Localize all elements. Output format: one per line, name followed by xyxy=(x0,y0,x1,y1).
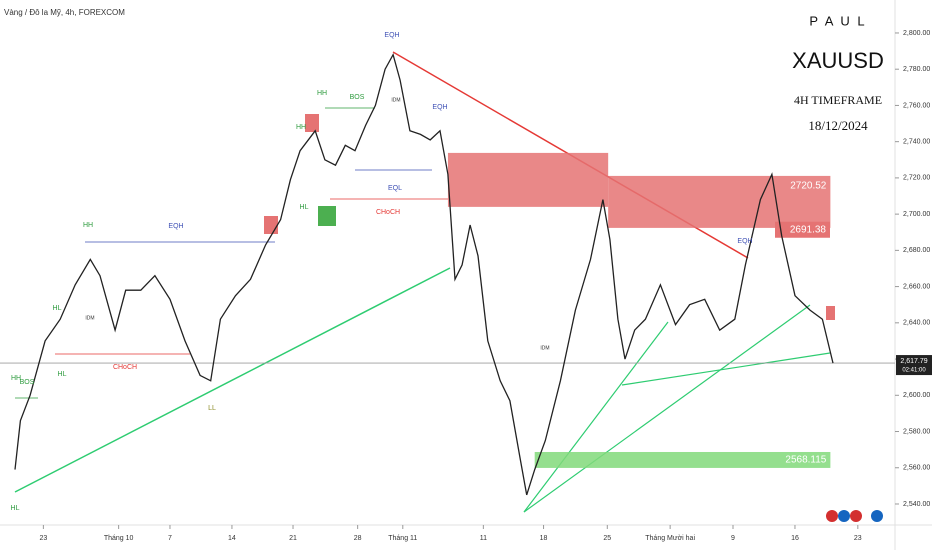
date: 18/12/2024 xyxy=(808,118,868,133)
annotation: HH xyxy=(317,90,327,97)
level-box xyxy=(775,221,830,238)
annotation: HL xyxy=(300,204,309,211)
x-tick-label: 7 xyxy=(168,535,172,542)
x-tick-label: 23 xyxy=(39,535,47,542)
price-line xyxy=(14,52,834,496)
annotation: IDM xyxy=(391,97,400,103)
y-tick-label: 2,720.00 xyxy=(903,175,930,182)
y-tick-label: 2,760.00 xyxy=(903,102,930,109)
y-tick-label: 2,580.00 xyxy=(903,428,930,435)
y-tick-label: 2,640.00 xyxy=(903,320,930,327)
annotation: CHoCH xyxy=(376,209,400,216)
trendline xyxy=(523,304,811,513)
zone-label: 2720.52 xyxy=(790,181,827,192)
x-tick-label: 11 xyxy=(480,535,487,542)
annotation: HH xyxy=(83,222,93,229)
y-tick-label: 2,540.00 xyxy=(903,501,930,508)
y-tick-label: 2,740.00 xyxy=(903,139,930,146)
annotation: IDM xyxy=(540,345,549,351)
annotation: EQL xyxy=(388,185,402,192)
x-tick-label: 14 xyxy=(228,535,236,542)
flags xyxy=(826,510,883,522)
annotation: EQH xyxy=(168,223,183,230)
countdown: 02:41:00 xyxy=(902,368,926,374)
zone xyxy=(608,175,831,228)
y-tick-label: 2,560.00 xyxy=(903,465,930,472)
x-tick-label: 28 xyxy=(354,535,362,542)
annotation: BOS xyxy=(20,379,35,386)
y-tick-label: 2,680.00 xyxy=(903,247,930,254)
annotation: EQH xyxy=(432,104,447,111)
author: P A U L xyxy=(809,13,866,28)
y-tick-label: 2,700.00 xyxy=(903,211,930,218)
trendline xyxy=(621,352,831,386)
annotation: HL xyxy=(58,371,67,378)
x-tick-label: Tháng Mười hai xyxy=(645,535,695,542)
trendline xyxy=(14,267,451,493)
y-tick-label: 2,660.00 xyxy=(903,283,930,290)
timeframe: 4H TIMEFRAME xyxy=(794,93,882,107)
y-tick-label: 2,780.00 xyxy=(903,66,930,73)
annotation: EQH xyxy=(384,32,399,39)
zone-label: 2568.115 xyxy=(785,455,826,466)
trendline xyxy=(523,321,669,513)
symbol: XAUUSD xyxy=(792,48,884,73)
x-tick-label: Tháng 10 xyxy=(104,535,134,542)
x-tick-label: 21 xyxy=(289,535,297,542)
level-label: 2691.38 xyxy=(790,224,827,235)
annotation: HL xyxy=(53,305,62,312)
last-price-label: 2,617.79 xyxy=(900,358,927,365)
x-tick-label: 16 xyxy=(791,535,799,542)
last-price-box xyxy=(896,355,932,376)
zone xyxy=(534,451,831,468)
annotation: IDM xyxy=(85,315,94,321)
x-tick-label: 9 xyxy=(731,535,735,542)
marker xyxy=(318,206,336,226)
zone xyxy=(447,152,609,207)
y-tick-label: 2,800.00 xyxy=(903,30,930,37)
annotation: HH xyxy=(11,375,21,382)
annotation: LL xyxy=(208,405,216,412)
annotation: CHoCH xyxy=(113,364,137,371)
marker xyxy=(826,306,835,320)
drawings xyxy=(14,51,883,522)
x-tick-label: Tháng 11 xyxy=(388,535,417,542)
annotation: HL xyxy=(11,505,20,512)
annotation: HH xyxy=(296,124,306,131)
x-tick-label: 18 xyxy=(540,535,548,542)
y-tick-label: 2,600.00 xyxy=(903,392,930,399)
annotation: BOS xyxy=(350,94,365,101)
x-tick-label: 23 xyxy=(854,535,862,542)
chart-title: Vàng / Đô la Mỹ, 4h, FOREXCOM xyxy=(4,8,125,17)
x-tick-label: 25 xyxy=(603,535,611,542)
annotation: EQH xyxy=(737,238,752,245)
marker xyxy=(305,114,319,132)
marker xyxy=(264,216,278,234)
